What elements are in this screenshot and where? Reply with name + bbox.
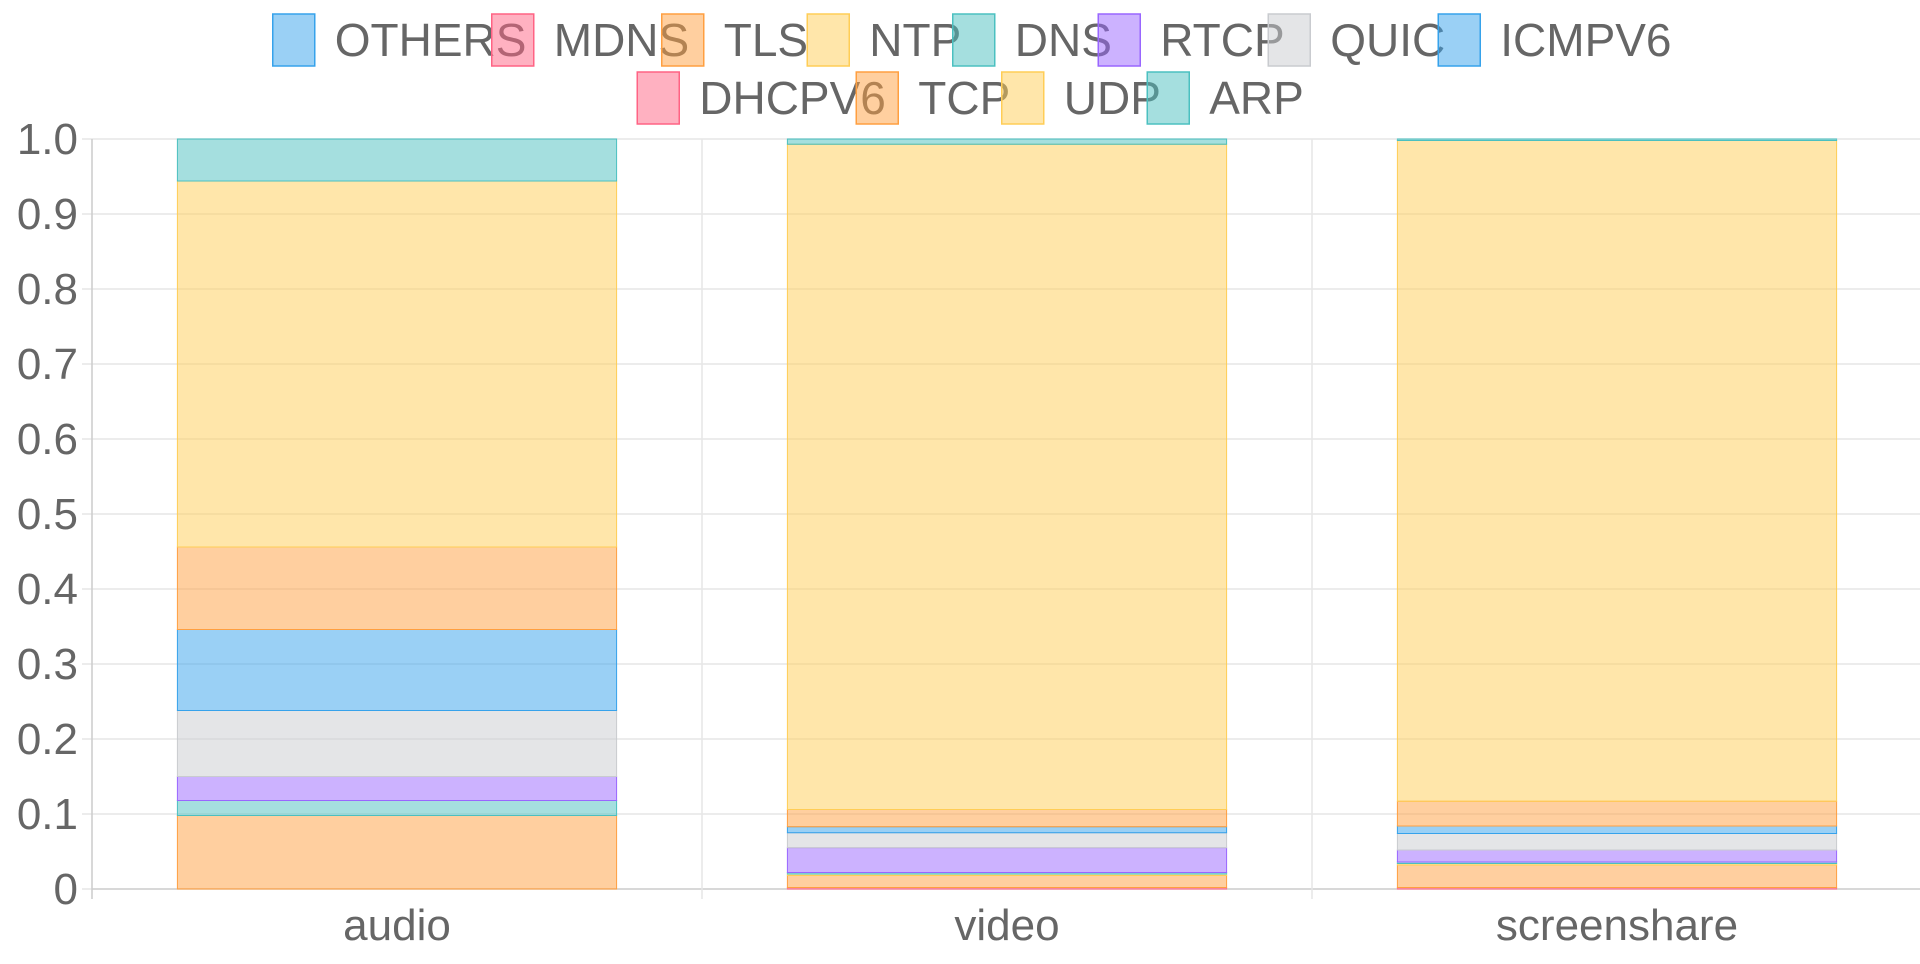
- legend-label: RTCP: [1160, 14, 1284, 66]
- y-tick-label: 0.5: [17, 490, 78, 539]
- legend-swatch: [855, 71, 899, 125]
- legend-label: QUIC: [1330, 14, 1445, 66]
- legend-item-others[interactable]: OTHERS: [272, 13, 527, 67]
- bar-audio-dns: [176, 800, 618, 816]
- legend-label: UDP: [1064, 72, 1161, 124]
- legend-swatch: [1146, 71, 1190, 125]
- x-axis: audio video screenshare: [343, 901, 1738, 950]
- bar-video-tls: [786, 875, 1228, 888]
- legend-item-ntp[interactable]: NTP: [806, 13, 961, 67]
- bar-video-arp: [786, 138, 1228, 145]
- y-tick-label: 0.4: [17, 565, 78, 614]
- legend-label: DHCPV6: [699, 72, 886, 124]
- y-tick-label: 0.1: [17, 790, 78, 839]
- y-tick-label: 0.6: [17, 415, 78, 464]
- bar-audio-udp: [176, 180, 618, 548]
- legend-item-icmpv6[interactable]: ICMPV6: [1437, 13, 1672, 67]
- bar-audio-tls: [176, 815, 618, 890]
- legend-label: TCP: [918, 72, 1010, 124]
- bar-screenshare-quic: [1396, 833, 1838, 851]
- legend-label: DNS: [1015, 14, 1112, 66]
- bar-video-tcp: [786, 809, 1228, 828]
- legend-swatch: [1437, 13, 1481, 67]
- x-tick-label-video: video: [954, 901, 1059, 950]
- legend-item-rtcp[interactable]: RTCP: [1097, 13, 1285, 67]
- bar-video-udp: [786, 143, 1228, 810]
- bar-screenshare-rtcp: [1396, 849, 1838, 863]
- x-tick-label-audio: audio: [343, 901, 451, 950]
- legend-swatch: [1267, 13, 1311, 67]
- bar-video-icmpv6: [786, 826, 1228, 834]
- legend-item-dns[interactable]: DNS: [952, 13, 1112, 67]
- legend-swatch: [661, 13, 705, 67]
- y-tick-label: 0.7: [17, 340, 78, 389]
- legend-item-udp[interactable]: UDP: [1001, 71, 1161, 125]
- bar-screenshare-tcp: [1396, 800, 1838, 827]
- legend-swatch: [806, 13, 850, 67]
- bar-video-quic: [786, 832, 1228, 849]
- y-tick-label: 0.2: [17, 715, 78, 764]
- legend-item-dhcpv6[interactable]: DHCPV6: [636, 71, 886, 125]
- chart-legend[interactable]: OTHERS MDNS TLS NTP DNS RTCP QUIC ICMPV6 DHCPV6 T…: [272, 13, 1672, 125]
- y-tick-label: 0.9: [17, 190, 78, 239]
- y-axis: 0 0.1 0.2 0.3 0.4 0.5 0.6 0.7 0.8 0.9 1.0: [17, 115, 78, 914]
- legend-swatch: [491, 13, 535, 67]
- legend-swatch: [1097, 13, 1141, 67]
- legend-label: ICMPV6: [1500, 14, 1671, 66]
- legend-swatch: [272, 13, 316, 67]
- legend-item-tcp[interactable]: TCP: [855, 71, 1010, 125]
- bar-screenshare-tls: [1396, 864, 1838, 888]
- bar-audio-rtcp: [176, 776, 618, 801]
- legend-label: NTP: [869, 14, 961, 66]
- x-tick-label-screenshare: screenshare: [1496, 901, 1738, 950]
- bar-audio-quic: [176, 710, 618, 777]
- bar-audio-tcp: [176, 546, 618, 630]
- legend-swatch: [952, 13, 996, 67]
- bar-audio-icmpv6: [176, 629, 618, 711]
- legend-item-arp[interactable]: ARP: [1146, 71, 1304, 125]
- legend-item-tls[interactable]: TLS: [661, 13, 808, 67]
- legend-item-mdns[interactable]: MDNS: [491, 13, 689, 67]
- bar-screenshare-icmpv6: [1396, 825, 1838, 834]
- chart-bars: [176, 138, 1838, 890]
- legend-item-quic[interactable]: QUIC: [1267, 13, 1445, 67]
- bar-screenshare-udp: [1396, 140, 1838, 802]
- bar-screenshare-arp: [1396, 138, 1838, 141]
- legend-swatch: [636, 71, 680, 125]
- y-tick-label: 0.8: [17, 265, 78, 314]
- y-tick-label: 0.3: [17, 640, 78, 689]
- legend-label: ARP: [1209, 72, 1304, 124]
- legend-swatch: [1001, 71, 1045, 125]
- y-tick-label: 0: [54, 865, 78, 914]
- legend-label: TLS: [724, 14, 808, 66]
- bar-video-rtcp: [786, 847, 1228, 873]
- bar-audio-arp: [176, 138, 618, 182]
- y-tick-label: 1.0: [17, 115, 78, 164]
